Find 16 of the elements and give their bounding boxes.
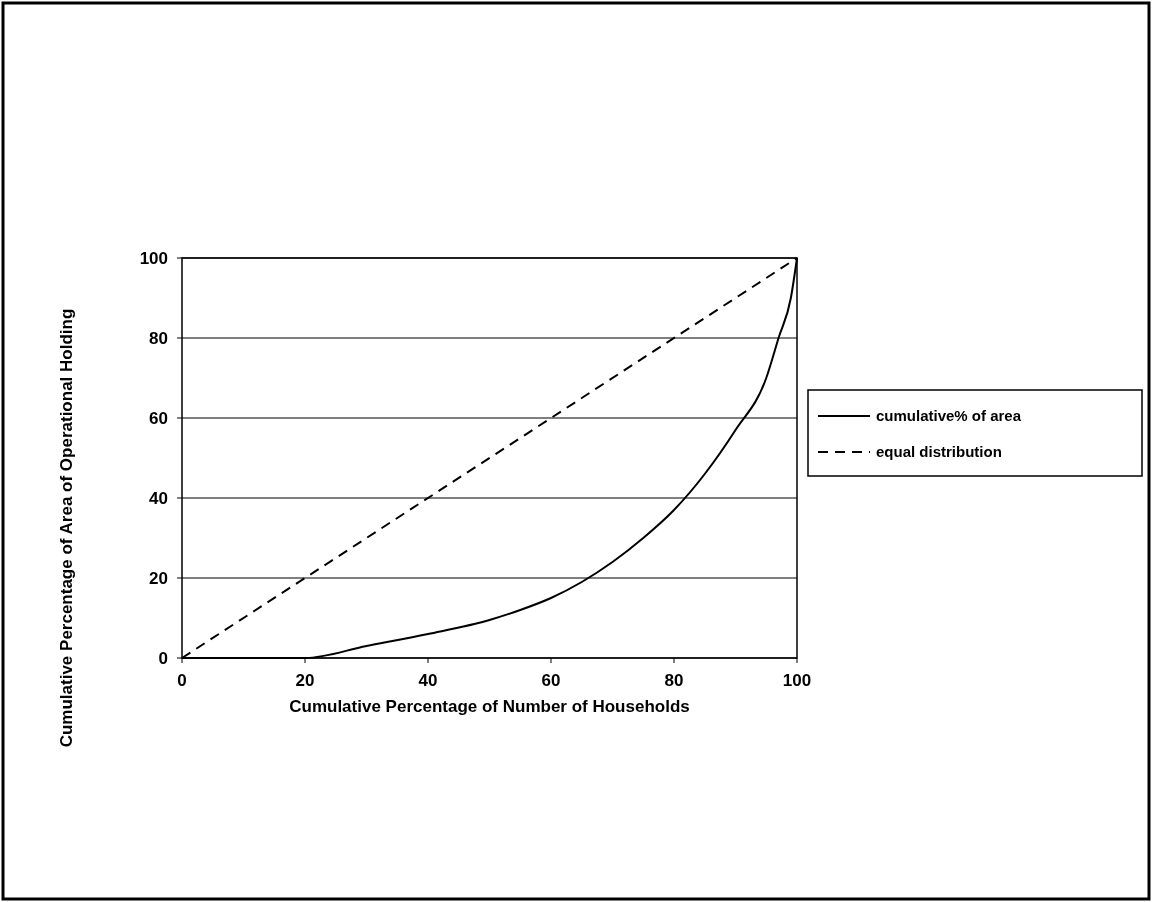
x-tick-label: 0 (177, 671, 187, 690)
x-tick-label: 20 (295, 671, 315, 690)
y-tick-label: 40 (149, 488, 168, 508)
legend-label: equal distribution (876, 443, 1002, 461)
y-tick-label: 100 (139, 248, 168, 268)
y-tick-label: 60 (149, 408, 168, 428)
y-tick-label: 20 (149, 568, 168, 588)
x-tick-label: 80 (664, 671, 684, 690)
legend-label: cumulative% of area (876, 407, 1022, 425)
y-tick-label: 80 (149, 328, 168, 348)
x-tick-label: 100 (782, 671, 812, 690)
x-tick-label: 60 (541, 671, 561, 690)
x-axis-title: Cumulative Percentage of Number of Households (289, 697, 690, 716)
x-tick-label: 40 (418, 671, 438, 690)
y-tick-label: 0 (158, 648, 168, 668)
y-axis-title: Cumulative Percentage of Area of Operational Holding (57, 308, 76, 748)
